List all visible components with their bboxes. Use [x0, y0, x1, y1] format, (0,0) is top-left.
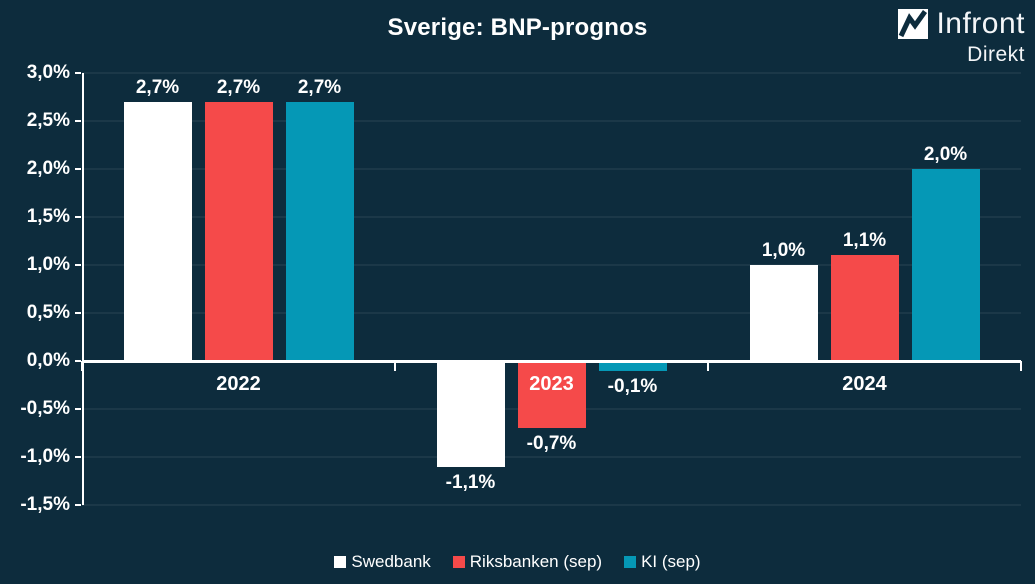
- zero-baseline: [82, 360, 1021, 363]
- y-gridline: [82, 264, 1021, 266]
- legend-swatch: [334, 556, 347, 568]
- y-gridline: [82, 120, 1021, 122]
- y-axis-tick: [75, 456, 81, 458]
- bar-ki-sep--2024: [911, 169, 980, 361]
- y-axis-line: [82, 73, 84, 505]
- y-axis-label: 0,0%: [26, 350, 70, 371]
- logo-subtitle: Direkt: [967, 43, 1025, 66]
- bar-riksbanken-sep--2022: [204, 101, 273, 361]
- y-axis-label: 1,0%: [26, 254, 70, 275]
- bar-value-label: 2,7%: [216, 76, 261, 98]
- y-gridline: [82, 72, 1021, 74]
- y-axis-label: -1,0%: [20, 446, 70, 467]
- chart-legend: Swedbank Riksbanken (sep) KI (sep): [0, 552, 1035, 572]
- y-axis-tick: [75, 408, 81, 410]
- bar-value-label: 1,1%: [842, 230, 887, 252]
- legend-item-ki-sep-: KI (sep): [624, 552, 701, 572]
- bar-value-label: -1,1%: [445, 471, 496, 493]
- y-gridline: [82, 312, 1021, 314]
- y-axis-label: 1,5%: [26, 206, 70, 227]
- legend-item-riksbanken-sep-: Riksbanken (sep): [452, 552, 603, 572]
- bar-riksbanken-sep--2024: [830, 255, 899, 361]
- y-axis-label: -1,5%: [20, 494, 70, 515]
- y-axis-label: 3,0%: [26, 62, 70, 83]
- bar-value-label: 2,0%: [923, 144, 968, 165]
- logo-name: Infront: [936, 7, 1025, 40]
- infront-zigzag-chart-icon: [898, 9, 929, 39]
- y-gridline: [82, 504, 1021, 506]
- bar-value-label: -0,7%: [526, 433, 577, 455]
- bar-riksbanken-sep--2023: [517, 361, 586, 429]
- chart-title: Sverige: BNP-prognos: [387, 14, 648, 41]
- legend-label: Riksbanken (sep): [469, 552, 603, 571]
- bar-value-label: 2,7%: [297, 76, 342, 98]
- y-axis-tick: [75, 360, 81, 362]
- infront-direkt-logo: Infront Direkt: [865, 8, 1025, 67]
- y-axis-tick: [75, 120, 81, 122]
- y-axis-tick: [75, 168, 81, 170]
- y-axis-tick: [75, 72, 81, 74]
- category-label-2023: 2023: [529, 373, 574, 395]
- y-axis-label: 2,5%: [26, 110, 70, 131]
- category-label-2024: 2024: [842, 373, 887, 395]
- legend-swatch: [452, 556, 465, 568]
- y-axis-label: -0,5%: [20, 398, 70, 419]
- bar-value-label: -0,1%: [607, 375, 658, 397]
- legend-swatch: [624, 556, 637, 568]
- bar-ki-sep--2022: [285, 101, 354, 361]
- bar-value-label: 1,0%: [761, 240, 806, 261]
- x-axis-boundary-tick: [81, 361, 83, 371]
- x-axis-boundary-tick: [1020, 361, 1022, 371]
- legend-label: Swedbank: [351, 552, 431, 571]
- y-gridline: [82, 456, 1021, 458]
- legend-item-swedbank: Swedbank: [334, 552, 431, 572]
- bar-ki-sep--2023: [598, 361, 667, 371]
- bar-swedbank-2024: [749, 265, 818, 361]
- legend-label: KI (sep): [641, 552, 701, 571]
- y-axis-label: 2,0%: [26, 158, 70, 179]
- bar-value-label: 2,7%: [135, 76, 180, 98]
- bar-swedbank-2023: [436, 361, 505, 467]
- y-axis-tick: [75, 264, 81, 266]
- y-axis-tick: [75, 216, 81, 218]
- x-axis-boundary-tick: [394, 361, 396, 371]
- y-axis-tick: [75, 312, 81, 314]
- y-gridline: [82, 216, 1021, 218]
- category-label-2022: 2022: [216, 373, 261, 395]
- x-axis-boundary-tick: [707, 361, 709, 371]
- bar-swedbank-2022: [123, 101, 192, 361]
- y-axis-label: 0,5%: [26, 302, 70, 323]
- y-axis-tick: [75, 504, 81, 506]
- y-gridline: [82, 168, 1021, 170]
